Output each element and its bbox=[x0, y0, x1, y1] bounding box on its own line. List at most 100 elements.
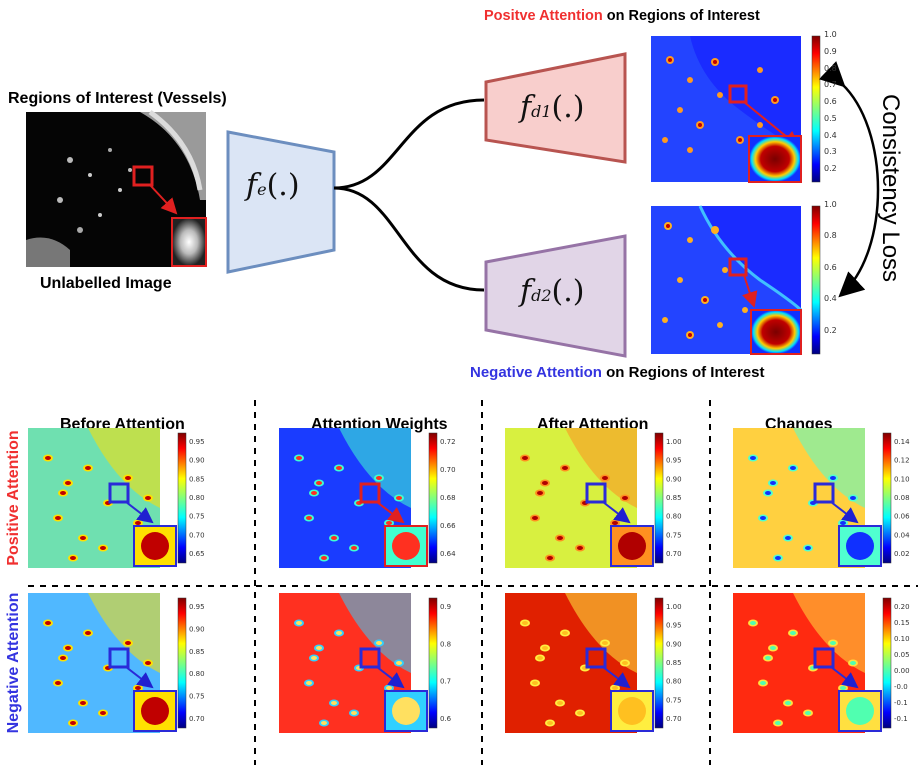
unlabelled-caption: Unlabelled Image bbox=[40, 275, 172, 292]
colorbar-tick-label: 0.95 bbox=[189, 438, 205, 446]
roi-box bbox=[585, 482, 607, 504]
vessel-mark bbox=[386, 521, 392, 525]
colorbar-tick-label: 0.75 bbox=[189, 693, 205, 701]
decoder2-sub: d2 bbox=[531, 286, 552, 305]
colorbar-tick-label: 0.70 bbox=[189, 531, 205, 539]
colorbar bbox=[654, 432, 664, 564]
colorbar-tick-label: 0.04 bbox=[894, 531, 910, 539]
vessel-mark bbox=[60, 491, 66, 495]
colorbar-1-ticks: 1.0 0.9 0.8 0.7 0.6 0.5 0.4 0.3 0.2 bbox=[824, 30, 854, 176]
roi-box bbox=[585, 647, 607, 669]
colorbar-tick-label: 0.10 bbox=[894, 635, 910, 643]
vessel-mark bbox=[850, 661, 856, 665]
positive-caption-rest: on Regions of Interest bbox=[602, 8, 760, 24]
heatmap-region bbox=[88, 593, 160, 673]
roi-box bbox=[359, 647, 381, 669]
zoom-inset-blob bbox=[392, 532, 420, 560]
vessel-mark bbox=[840, 521, 846, 525]
vessel-mark bbox=[612, 521, 618, 525]
vessel-mark bbox=[537, 491, 543, 495]
colorbar-tick-label: 0.8 bbox=[440, 640, 451, 648]
vessel-mark bbox=[336, 466, 342, 470]
heatmap-region bbox=[565, 593, 637, 673]
colorbar-tick-label: 0.80 bbox=[189, 670, 205, 678]
vessel-mark bbox=[785, 536, 791, 540]
zoom-inset-blob bbox=[141, 532, 169, 560]
vessel-mark bbox=[336, 631, 342, 635]
negative-attention-heatmap bbox=[651, 205, 803, 355]
vessel-mark bbox=[321, 721, 327, 725]
roi-box bbox=[813, 482, 835, 504]
vessel-mark bbox=[331, 536, 337, 540]
vessel-mark bbox=[542, 646, 548, 650]
zoom-inset-blob bbox=[846, 532, 874, 560]
roi-box bbox=[108, 647, 130, 669]
vessel-mark bbox=[840, 686, 846, 690]
roi-box bbox=[108, 482, 130, 504]
colorbar-tick-label: 0.00 bbox=[894, 667, 910, 675]
colorbar-tick-label: 0.90 bbox=[666, 640, 682, 648]
colorbar-tick-label: -0.1 bbox=[894, 699, 908, 707]
encoder-sub: e bbox=[257, 180, 267, 199]
heatmap-region bbox=[565, 428, 637, 508]
vessel-mark bbox=[311, 656, 317, 660]
colorbar-tick-label: 1.00 bbox=[666, 603, 682, 611]
vessel-mark bbox=[522, 456, 528, 460]
colorbar-tick-label: 0.95 bbox=[189, 603, 205, 611]
colorbar-tick-label: 0.02 bbox=[894, 550, 910, 558]
decoder1-label: fd1(.) bbox=[520, 90, 584, 125]
vessel-mark bbox=[100, 546, 106, 550]
negative-caption-rest: on Regions of Interest bbox=[601, 364, 765, 381]
vessel-mark bbox=[45, 456, 51, 460]
positive-caption-colored: Positve Attention bbox=[484, 8, 603, 24]
vessel-mark bbox=[70, 721, 76, 725]
vessel-mark bbox=[65, 646, 71, 650]
zoom-arrow bbox=[376, 501, 405, 524]
colorbar-tick-label: 0.75 bbox=[666, 531, 682, 539]
decoder1-block bbox=[484, 52, 627, 164]
vessel-mark bbox=[805, 711, 811, 715]
vessel-mark bbox=[760, 681, 766, 685]
colorbar-tick-label: 0.75 bbox=[666, 696, 682, 704]
colorbar-tick-label: 0.80 bbox=[666, 678, 682, 686]
colorbar-tick-label: 0.4 bbox=[824, 294, 837, 304]
vessel-mark bbox=[765, 491, 771, 495]
colorbar-tick-label: 0.80 bbox=[189, 494, 205, 502]
decoder2-label: fd2(.) bbox=[520, 274, 584, 309]
roi-box bbox=[132, 165, 154, 187]
vessel-mark bbox=[100, 711, 106, 715]
zoom-arrow bbox=[125, 666, 154, 689]
colorbar-tick-label: 0.85 bbox=[666, 659, 682, 667]
vessel-mark bbox=[790, 631, 796, 635]
heatmap-region bbox=[793, 428, 865, 508]
decoder1-args: (.) bbox=[551, 90, 585, 125]
vessel-mark bbox=[805, 546, 811, 550]
heatmap-region bbox=[339, 593, 411, 673]
vessel-mark bbox=[306, 681, 312, 685]
colorbar-tick-label: 0.66 bbox=[440, 522, 456, 530]
vessel-mark bbox=[602, 476, 608, 480]
colorbar-2-ticks: 1.0 0.8 0.6 0.4 0.2 bbox=[824, 200, 854, 348]
colorbar bbox=[882, 432, 892, 564]
heatmap-region bbox=[88, 428, 160, 508]
colorbar-tick-label: -0.1 bbox=[894, 715, 908, 723]
vessel-mark bbox=[577, 546, 583, 550]
colorbar-tick-label: 0.05 bbox=[894, 651, 910, 659]
colorbar-tick-label: 0.70 bbox=[666, 550, 682, 558]
positive-attention-caption: Positve Attention on Regions of Interest bbox=[484, 8, 760, 24]
vessel-mark bbox=[70, 556, 76, 560]
encoder-label: fe(.) bbox=[246, 168, 300, 203]
heatmap-region bbox=[793, 593, 865, 673]
colorbar-tick-label: 0.06 bbox=[894, 513, 910, 521]
colorbar-tick-label: 0.95 bbox=[666, 622, 682, 630]
vessel-mark bbox=[830, 641, 836, 645]
vessel-mark bbox=[316, 481, 322, 485]
vessel-mark bbox=[55, 516, 61, 520]
colorbar-tick-label: 0.6 bbox=[440, 715, 452, 723]
vessel-mark bbox=[562, 631, 568, 635]
colorbar-tick-label: 0.7 bbox=[440, 678, 451, 686]
colorbar-tick-label: 0.65 bbox=[189, 550, 205, 558]
vessel-mark bbox=[547, 556, 553, 560]
colorbar-tick-label: 0.2 bbox=[824, 164, 837, 174]
colorbar-tick-label: 0.14 bbox=[894, 438, 910, 446]
